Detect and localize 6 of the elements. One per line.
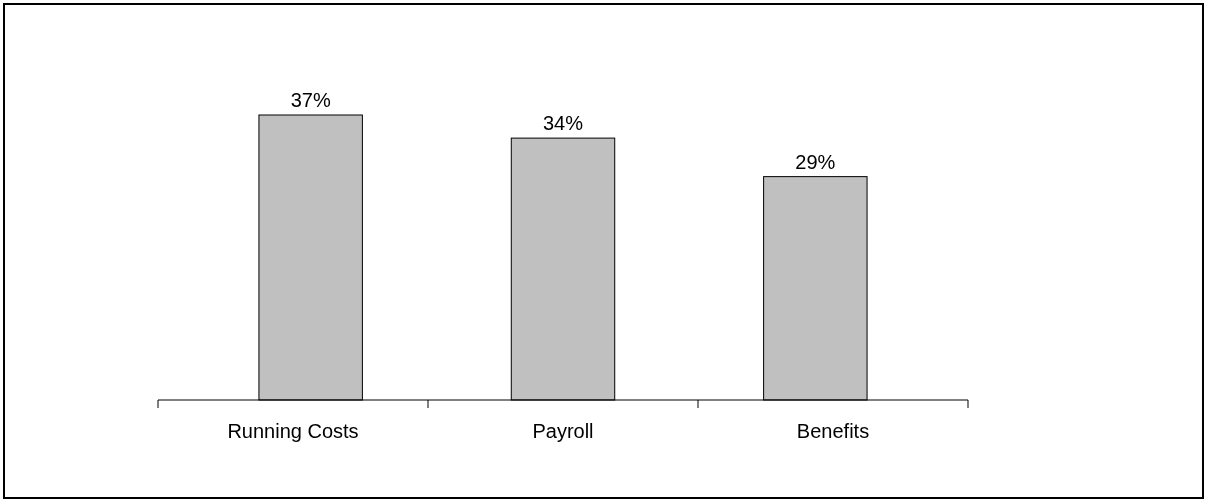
data-label: 37% bbox=[290, 89, 331, 111]
data-label: 34% bbox=[542, 112, 584, 135]
x-tick-label: Running Costs bbox=[227, 420, 359, 442]
data-label: 29% bbox=[795, 150, 836, 173]
x-tick-label: Benefits bbox=[796, 420, 870, 442]
x-tick-label: Payroll bbox=[532, 420, 594, 442]
